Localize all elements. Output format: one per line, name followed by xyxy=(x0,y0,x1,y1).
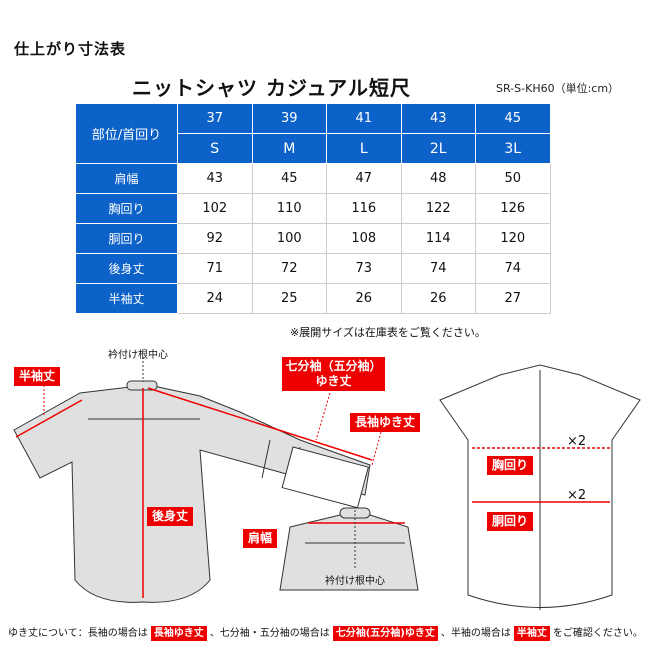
footer-tag-half-sleeve: 半袖丈 xyxy=(513,626,550,641)
neck-size: 43 xyxy=(400,103,476,134)
table-row: 胸回り 102 110 116 122 126 xyxy=(75,193,551,224)
table-cell: 122 xyxy=(400,193,476,224)
table-cell: 72 xyxy=(251,253,327,284)
table-cell: 110 xyxy=(251,193,327,224)
table-cell: 48 xyxy=(400,163,476,194)
footer-text: 、半袖の場合は xyxy=(440,628,511,639)
size-label: S xyxy=(177,133,253,164)
long-sleeve-label: 長袖ゆき丈 xyxy=(350,413,421,432)
table-cell: 27 xyxy=(475,283,551,314)
table-cell: 120 xyxy=(475,223,551,254)
shirt-diagrams xyxy=(13,357,641,610)
table-cell: 73 xyxy=(326,253,402,284)
table-row: 半袖丈 24 25 26 26 27 xyxy=(75,283,551,314)
leader-lines xyxy=(43,357,382,568)
table-cell: 92 xyxy=(177,223,253,254)
table-cell: 100 xyxy=(251,223,327,254)
size-label: L xyxy=(326,133,402,164)
size-label: M xyxy=(251,133,327,164)
product-title: ニットシャツ カジュアル短尺 xyxy=(132,76,411,100)
collar-center-label-2: 衿付け根中心 xyxy=(325,576,385,587)
table-cell: 74 xyxy=(475,253,551,284)
table-cell: 45 xyxy=(251,163,327,194)
footer-text: をご確認ください。 xyxy=(552,628,643,639)
footer-text: 、七分袖・五分袖の場合は xyxy=(209,628,330,639)
measurement-arrows xyxy=(15,387,610,598)
waist-label: 胴回り xyxy=(487,512,534,531)
corner-header: 部位/首回り xyxy=(75,103,178,164)
table-row: 胴回り 92 100 108 114 120 xyxy=(75,223,551,254)
row-label: 半袖丈 xyxy=(75,283,178,314)
row-label: 胸回り xyxy=(75,193,178,224)
neck-size: 45 xyxy=(475,103,551,134)
row-label: 後身丈 xyxy=(75,253,178,284)
table-cell: 102 xyxy=(177,193,253,224)
back-shirt-drawing xyxy=(13,380,371,603)
table-cell: 25 xyxy=(251,283,327,314)
table-cell: 108 xyxy=(326,223,402,254)
size-label: 3L xyxy=(475,133,551,164)
front-shirt-drawing xyxy=(439,364,641,610)
times-two-waist: ×2 xyxy=(567,488,587,503)
footer-tag-long-sleeve: 長袖ゆき丈 xyxy=(150,626,207,641)
table-cell: 47 xyxy=(326,163,402,194)
table-cell: 116 xyxy=(326,193,402,224)
half-sleeve-label: 半袖丈 xyxy=(14,367,61,386)
note: ※展開サイズは在庫表をご覧ください。 xyxy=(290,326,486,339)
table-cell: 71 xyxy=(177,253,253,284)
table-cell: 126 xyxy=(475,193,551,224)
table-cell: 24 xyxy=(177,283,253,314)
shoulder-label: 肩幅 xyxy=(243,529,278,548)
three-quarter-sleeve-label: 七分袖（五分袖） ゆき丈 xyxy=(282,357,385,391)
table-row: 後身丈 71 72 73 74 74 xyxy=(75,253,551,284)
table-cell: 26 xyxy=(400,283,476,314)
collar-center-label: 衿付け根中心 xyxy=(108,350,168,361)
page-title: 仕上がり寸法表 xyxy=(14,40,127,58)
table-row: 肩幅 43 45 47 48 50 xyxy=(75,163,551,194)
three-quarter-line2: ゆき丈 xyxy=(315,374,352,388)
table-cell: 50 xyxy=(475,163,551,194)
table-cell: 43 xyxy=(177,163,253,194)
row-label: 肩幅 xyxy=(75,163,178,194)
table-cell: 74 xyxy=(400,253,476,284)
size-label: 2L xyxy=(400,133,476,164)
neck-size: 39 xyxy=(251,103,327,134)
size-table: 部位/首回り 37 39 41 43 45 S M L 2L 3L 肩幅 43 45… xyxy=(75,103,551,314)
row-label: 胴回り xyxy=(75,223,178,254)
neck-size: 37 xyxy=(177,103,253,134)
three-quarter-line1: 七分袖（五分袖） xyxy=(285,359,382,373)
footer-tag-three-quarter: 七分袖(五分袖)ゆき丈 xyxy=(332,626,438,641)
neck-size: 41 xyxy=(326,103,402,134)
times-two-chest: ×2 xyxy=(567,434,587,449)
back-length-label: 後身丈 xyxy=(147,507,194,526)
table-cell: 114 xyxy=(400,223,476,254)
footer-note: ゆき丈について：長袖の場合は 長袖ゆき丈 、七分袖・五分袖の場合は 七分袖(五分袖)ゆ… xyxy=(8,624,643,641)
table-cell: 26 xyxy=(326,283,402,314)
product-code-unit: SR-S-KH60（単位:cm） xyxy=(496,82,620,95)
chest-label: 胸回り xyxy=(487,456,534,475)
footer-text: ゆき丈について：長袖の場合は xyxy=(8,628,148,639)
